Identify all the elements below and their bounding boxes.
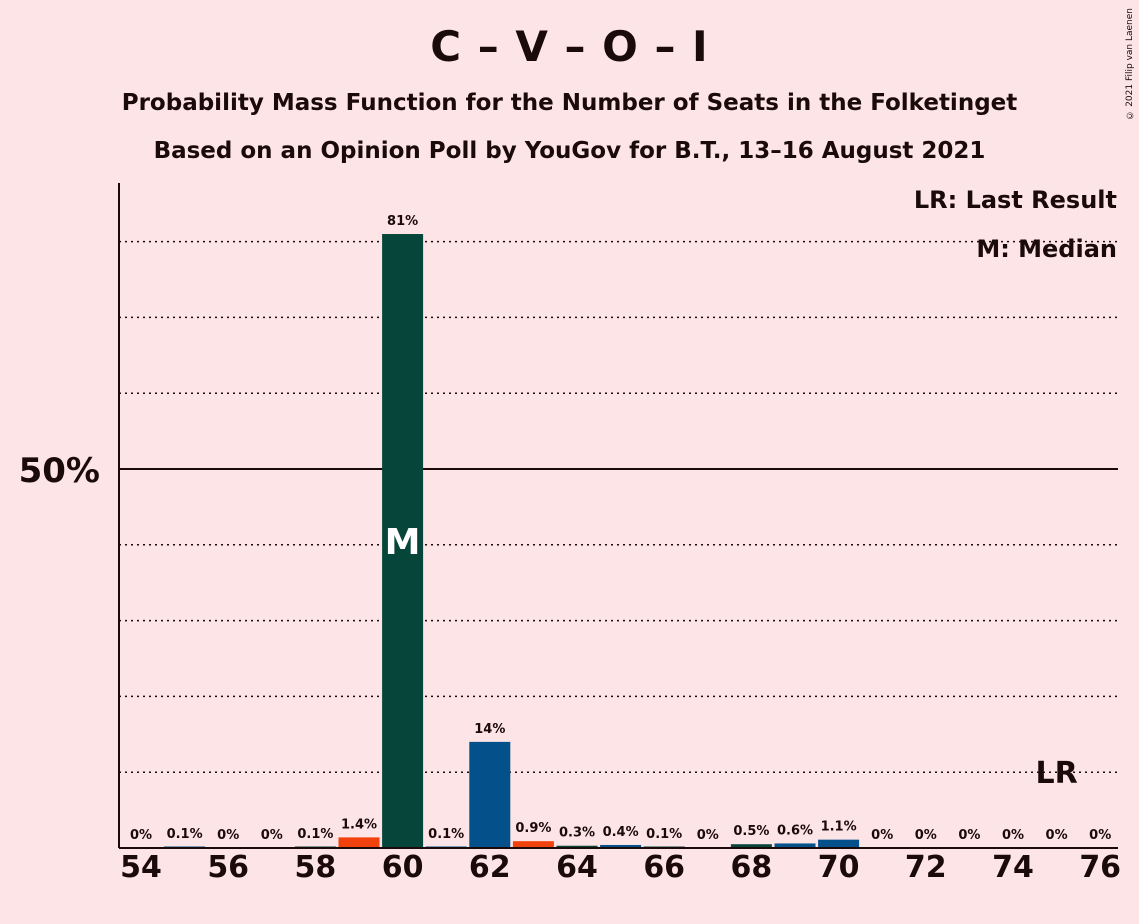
bar-label-69: 0.6% [777, 823, 813, 838]
bar-labels-group: 0% 0.1% 0% 0% 0.1% 1.4% 81% 0.1% 14% 0.9% 0.3% 0.4%… [130, 214, 1111, 843]
bar-label-59: 1.4% [341, 817, 377, 832]
median-marker: M [385, 522, 421, 563]
bar-label-61: 0.1% [428, 827, 464, 842]
y-tick-labels-group: 50% [19, 451, 100, 491]
x-tick-label-60: 60 [382, 850, 424, 885]
x-tick-label-76: 76 [1079, 850, 1121, 885]
bar-68 [730, 844, 772, 848]
x-tick-label-62: 62 [469, 850, 511, 885]
bar-label-58: 0.1% [297, 827, 333, 842]
chart-title: C – V – O – I [430, 22, 709, 71]
x-tick-label-72: 72 [905, 850, 947, 885]
bar-label-75: 0% [1046, 828, 1068, 843]
legend-last-result: LR: Last Result [913, 186, 1117, 214]
bar-label-68: 0.5% [733, 824, 769, 839]
x-tick-label-58: 58 [295, 850, 337, 885]
bar-60 [382, 234, 424, 848]
bars-group [164, 234, 860, 848]
x-tick-labels-group: 54 56 58 60 62 64 66 68 70 72 74 76 [120, 850, 1121, 885]
bar-label-72: 0% [915, 828, 937, 843]
gridlines [119, 240, 1118, 773]
chart-subtitle-2: Based on an Opinion Poll by YouGov for B… [153, 138, 986, 164]
bar-59 [338, 837, 380, 848]
last-result-marker: LR [1035, 756, 1077, 791]
x-tick-label-74: 74 [992, 850, 1034, 885]
bar-64 [556, 845, 598, 848]
bar-label-76: 0% [1089, 828, 1111, 843]
bar-63 [512, 841, 554, 848]
bar-label-60: 81% [387, 214, 418, 229]
bar-label-66: 0.1% [646, 827, 682, 842]
bar-label-56: 0% [217, 828, 239, 843]
bar-label-63: 0.9% [515, 821, 551, 836]
bar-69 [774, 843, 816, 848]
x-tick-label-70: 70 [818, 850, 860, 885]
bar-label-64: 0.3% [559, 826, 595, 841]
bar-70 [818, 839, 860, 848]
x-tick-label-64: 64 [556, 850, 598, 885]
bar-label-57: 0% [261, 828, 283, 843]
bar-label-74: 0% [1002, 828, 1024, 843]
bar-65 [600, 844, 642, 848]
bar-label-62: 14% [474, 722, 505, 737]
bar-label-65: 0.4% [603, 825, 639, 840]
bar-label-70: 1.1% [821, 820, 857, 835]
bar-label-67: 0% [697, 828, 719, 843]
x-tick-label-68: 68 [731, 850, 773, 885]
x-tick-label-56: 56 [207, 850, 249, 885]
bar-label-55: 0.1% [167, 827, 203, 842]
x-tick-label-66: 66 [643, 850, 685, 885]
bar-label-73: 0% [958, 828, 980, 843]
y-tick-label: 50% [19, 451, 100, 491]
bar-label-71: 0% [871, 828, 893, 843]
chart-subtitle-1: Probability Mass Function for the Number… [121, 90, 1018, 116]
x-tick-label-54: 54 [120, 850, 162, 885]
bar-62 [469, 741, 511, 848]
markers-group: M LR [385, 522, 1078, 791]
bar-label-54: 0% [130, 828, 152, 843]
legend-median: M: Median [976, 235, 1117, 263]
